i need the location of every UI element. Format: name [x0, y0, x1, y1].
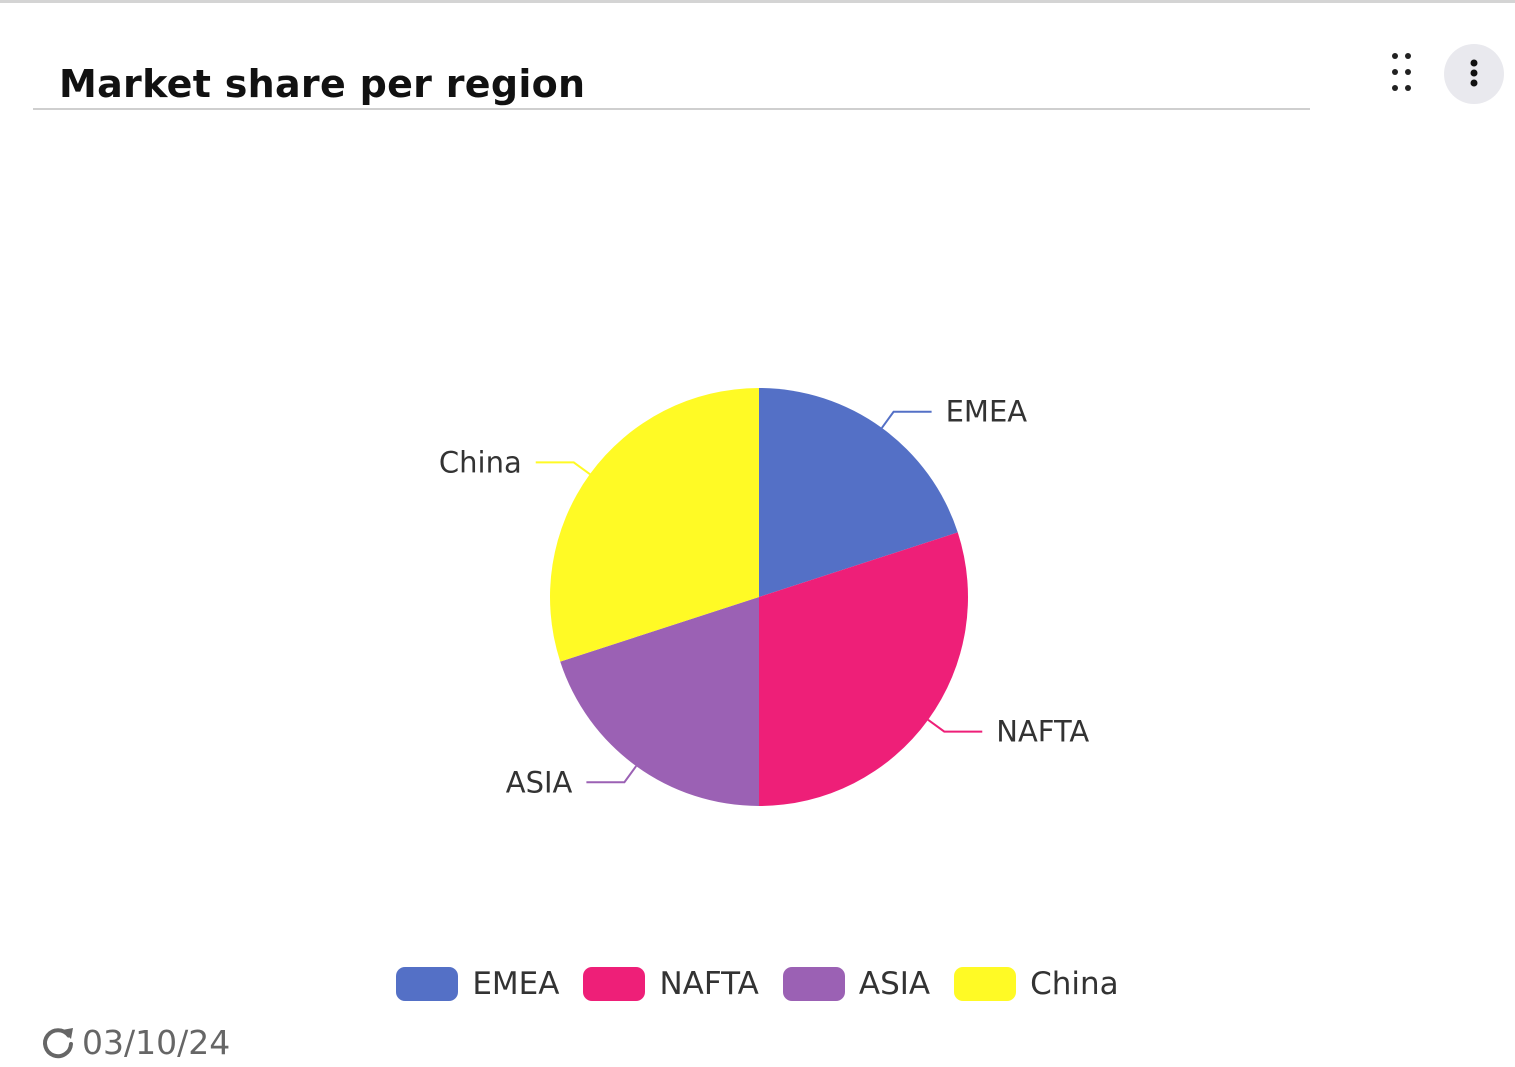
drag-handle-icon[interactable] [1384, 50, 1428, 94]
legend-item-nafta[interactable]: NAFTA [583, 966, 759, 1002]
pie-slice-china[interactable] [550, 388, 759, 662]
pie-slice-asia[interactable] [560, 597, 759, 806]
slice-label-nafta: NAFTA [996, 715, 1089, 749]
refresh-icon[interactable] [40, 1024, 76, 1060]
leader-line-emea [881, 410, 932, 429]
legend-swatch-nafta [583, 967, 646, 1001]
slice-label-emea: EMEA [946, 395, 1028, 429]
title-divider [33, 108, 1310, 110]
widget-title: Market share per region [59, 62, 586, 106]
legend-label-asia: ASIA [858, 966, 931, 1002]
legend-swatch-asia [782, 967, 845, 1001]
slice-label-china: China [439, 445, 522, 479]
legend-item-emea[interactable]: EMEA [396, 966, 559, 1002]
slice-label-asia: ASIA [506, 765, 573, 799]
legend-item-china[interactable]: China [954, 966, 1119, 1002]
legend-label-nafta: NAFTA [659, 966, 759, 1002]
pie-slice-emea[interactable] [759, 388, 958, 597]
leader-line-china [535, 461, 591, 475]
chart-legend: EMEA NAFTA ASIA China [0, 962, 1515, 1006]
legend-swatch-emea [396, 967, 459, 1001]
more-vertical-icon [1470, 59, 1478, 87]
pie-slice-nafta[interactable] [759, 532, 968, 806]
top-border [0, 0, 1515, 3]
legend-swatch-china [954, 967, 1017, 1001]
leader-line-asia [586, 765, 637, 784]
legend-item-asia[interactable]: ASIA [782, 966, 931, 1002]
last-refresh-date: 03/10/24 [82, 1022, 231, 1062]
pie-chart: EMEA NAFTA ASIA China [439, 388, 1089, 806]
legend-label-china: China [1030, 966, 1119, 1002]
widget-menu-button[interactable] [1444, 44, 1504, 104]
leader-line-nafta [927, 719, 983, 733]
widget-footer: 03/10/24 [40, 1020, 230, 1064]
legend-label-emea: EMEA [472, 966, 560, 1002]
